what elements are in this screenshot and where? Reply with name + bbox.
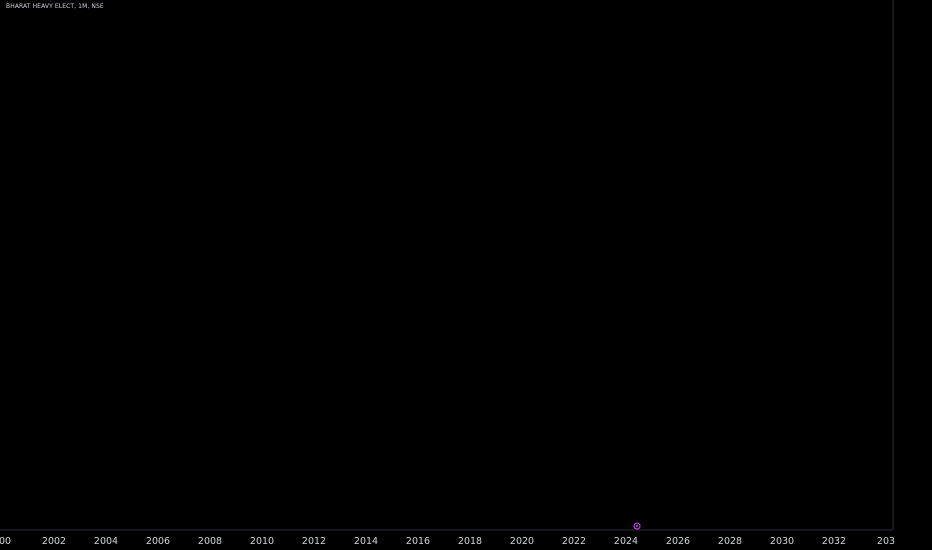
event-marker-icon[interactable] [633, 522, 641, 530]
time-axis[interactable]: 000 2002 2004 2006 2008 2010 2012 2014 2016 2018 2… [0, 536, 895, 547]
x-tick-label: 2008 [198, 536, 222, 547]
x-tick-label: 2032 [822, 536, 846, 547]
x-tick-label: 2020 [510, 536, 534, 547]
x-tick-label: 2030 [770, 536, 794, 547]
x-tick-label: 2028 [718, 536, 742, 547]
x-tick-label: 2024 [614, 536, 638, 547]
x-tick-label: 2002 [42, 536, 66, 547]
x-tick-label: 000 [0, 536, 11, 547]
x-tick-label: 2006 [146, 536, 170, 547]
x-tick-label: 2012 [302, 536, 326, 547]
x-tick-label: 2026 [666, 536, 690, 547]
chart-title: BHARAT HEAVY ELECT, 1M, NSE [6, 3, 104, 10]
x-tick-label: 2016 [406, 536, 430, 547]
x-tick-label: 203 [877, 536, 895, 547]
x-tick-label: 2022 [562, 536, 586, 547]
x-tick-label: 2010 [250, 536, 274, 547]
x-tick-label: 2014 [354, 536, 378, 547]
x-tick-label: 2018 [458, 536, 482, 547]
x-tick-label: 2004 [94, 536, 118, 547]
